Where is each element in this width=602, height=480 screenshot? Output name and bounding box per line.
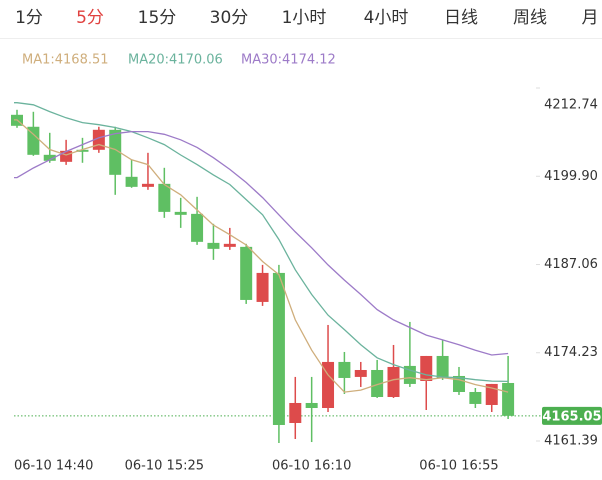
candle-body bbox=[92, 129, 105, 150]
x-tick-label: 06-10 14:40 bbox=[14, 459, 93, 474]
candle-body bbox=[141, 183, 154, 187]
candle-body bbox=[60, 150, 73, 162]
x-tick-label: 06-10 16:55 bbox=[419, 459, 498, 474]
candle-body bbox=[109, 129, 122, 175]
timeframe-tab[interactable]: 1小时 bbox=[282, 8, 327, 28]
candle-body bbox=[158, 183, 171, 212]
legend-entry: MA1:4168.51 bbox=[22, 53, 109, 68]
candle-body bbox=[469, 391, 482, 404]
y-tick-label: 4174.23 bbox=[544, 345, 598, 360]
x-tick-label: 06-10 16:10 bbox=[272, 459, 351, 474]
current-price-box bbox=[542, 406, 602, 425]
moving-average-line bbox=[14, 119, 509, 393]
candle-body bbox=[223, 243, 236, 247]
candle-body bbox=[43, 154, 56, 161]
candle-body bbox=[305, 402, 318, 409]
candle-body bbox=[387, 366, 400, 398]
y-tick-label: 4161.39 bbox=[544, 434, 598, 449]
timeframe-tab[interactable]: 月 bbox=[582, 8, 599, 28]
candle-body bbox=[272, 272, 285, 425]
candle-body bbox=[125, 176, 138, 187]
candle-body bbox=[338, 361, 351, 378]
candle-body bbox=[436, 355, 449, 378]
candle-body bbox=[354, 369, 367, 377]
timeframe-tab[interactable]: 4小时 bbox=[364, 8, 409, 28]
timeframe-tab[interactable]: 周线 bbox=[513, 8, 547, 28]
timeframe-tab[interactable]: 1分 bbox=[15, 8, 43, 28]
y-tick-label: 4199.90 bbox=[544, 169, 598, 184]
timeframe-tab[interactable]: 5分 bbox=[76, 8, 104, 28]
moving-average-line bbox=[14, 102, 509, 383]
timeframe-tab[interactable]: 日线 bbox=[444, 8, 478, 28]
y-tick-label: 4212.74 bbox=[544, 98, 598, 113]
candle-body bbox=[502, 382, 515, 416]
candle-body bbox=[207, 242, 220, 249]
candle-body bbox=[256, 272, 269, 302]
moving-average-line bbox=[14, 130, 509, 356]
candle-body bbox=[191, 213, 204, 242]
timeframe-tab[interactable]: 30分 bbox=[210, 8, 249, 28]
candle-body bbox=[76, 149, 89, 152]
x-tick-label: 06-10 15:25 bbox=[125, 459, 204, 474]
candle-body bbox=[371, 369, 384, 398]
legend-entry: MA20:4170.06 bbox=[128, 53, 223, 68]
y-tick-label: 4187.06 bbox=[544, 257, 598, 272]
candle-body bbox=[27, 126, 40, 155]
candle-body bbox=[289, 402, 302, 423]
legend-entry: MA30:4174.12 bbox=[241, 53, 336, 68]
current-price-label: 4165.05 bbox=[542, 409, 601, 424]
candle-body bbox=[420, 355, 433, 381]
timeframe-tab[interactable]: 15分 bbox=[138, 8, 177, 28]
candle-body bbox=[322, 361, 335, 409]
candle-body bbox=[174, 211, 187, 215]
candle-body bbox=[240, 246, 253, 300]
